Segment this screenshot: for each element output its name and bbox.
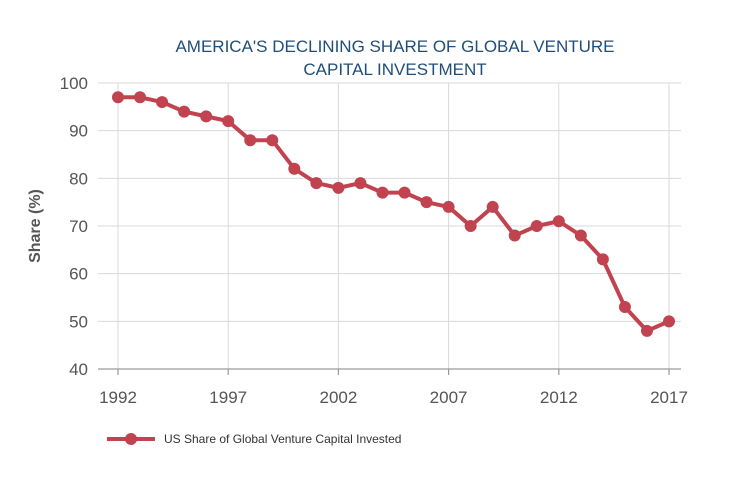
data-point (640, 324, 653, 337)
data-point (464, 220, 477, 232)
data-point (200, 110, 213, 123)
y-tick-label: 90 (69, 122, 88, 141)
data-point (222, 115, 235, 128)
data-point (354, 177, 367, 190)
data-point (266, 134, 279, 147)
legend-marker (125, 433, 137, 445)
grid-layer (98, 82, 681, 369)
y-tick-label: 70 (69, 217, 88, 236)
data-point (663, 315, 675, 328)
data-point (178, 105, 191, 118)
data-point (596, 253, 609, 266)
data-point (618, 301, 631, 314)
x-tick-label: 2017 (650, 388, 688, 407)
data-point (420, 196, 433, 209)
legend: US Share of Global Venture Capital Inves… (107, 432, 401, 446)
data-point (486, 200, 499, 213)
y-tick-label: 80 (69, 169, 88, 188)
y-tick-label: 100 (60, 74, 88, 93)
data-point (442, 200, 455, 213)
data-point (244, 134, 257, 147)
x-tick-label: 2002 (319, 388, 357, 407)
data-point (574, 229, 587, 242)
data-point (134, 91, 147, 104)
data-point (332, 181, 345, 194)
data-point (552, 215, 565, 228)
y-tick-label: 60 (69, 265, 88, 284)
x-tick-label: 1997 (209, 388, 247, 407)
x-tick-label: 1992 (99, 388, 137, 407)
x-tick-label: 2012 (540, 388, 578, 407)
series-layer (112, 91, 675, 337)
y-tick-label: 50 (69, 312, 88, 331)
data-point (156, 96, 169, 109)
y-axis-label: Share (%) (27, 189, 44, 263)
data-point (530, 220, 543, 232)
data-point (112, 91, 124, 104)
data-point (310, 177, 323, 190)
data-point (288, 162, 301, 175)
data-point (398, 186, 411, 199)
x-tick-label: 2007 (430, 388, 468, 407)
data-point (376, 186, 389, 199)
legend-label: US Share of Global Venture Capital Inves… (164, 432, 401, 446)
series-line (118, 95, 670, 333)
axis-layer: 40 50 60 70 80 90 100 1992 1997 2002 2007 2012 2017 (60, 74, 688, 407)
data-point (508, 229, 521, 242)
chart-title-line-2: CAPITAL INVESTMENT (303, 60, 486, 79)
y-tick-label: 40 (69, 360, 88, 379)
chart-title-line-1: AMERICA'S DECLINING SHARE OF GLOBAL VENT… (175, 37, 614, 56)
